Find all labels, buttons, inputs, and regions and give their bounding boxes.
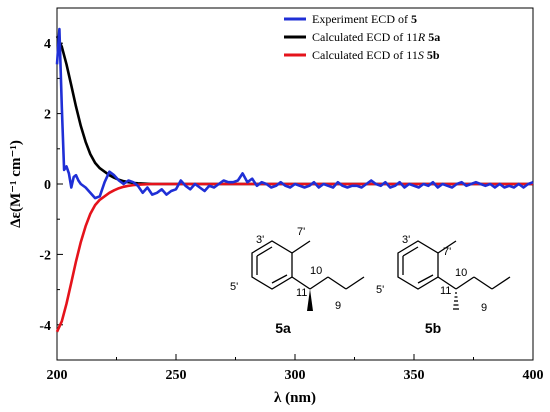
- structure-label-5b: 5b: [425, 320, 441, 336]
- atom-label-5-5b: 5': [376, 284, 384, 296]
- atom-label-9-5a: 9: [335, 300, 341, 312]
- legend: Experiment ECD of 5 Calculated ECD of 11…: [284, 12, 440, 62]
- legend-item-experiment: Experiment ECD of 5: [284, 12, 417, 26]
- series-line-2: [55, 182, 533, 333]
- legend-item-11r: Calculated ECD of 11R 5a: [284, 30, 440, 44]
- atom-label-10-5a: 10: [310, 265, 322, 277]
- structure-label-5a: 5a: [275, 320, 291, 336]
- atom-label-3-5b: 3': [402, 234, 410, 246]
- atom-label-10-5b: 10: [455, 267, 467, 279]
- atom-label-7-5a: 7': [297, 226, 305, 238]
- y-tick-label: 2: [44, 108, 51, 123]
- structure-5a-labels: 3' 7' 5' 11 10 9: [230, 226, 341, 312]
- structure-5b: [397, 240, 511, 310]
- y-axis-ticks: -4 -2 0 2 4: [39, 7, 63, 361]
- benzene-ring-5b: [397, 240, 439, 290]
- benzene-ring-5a: [251, 240, 293, 290]
- methyl-bond-5a: [291, 240, 311, 254]
- structure-5b-labels: 3' 7' 5' 11 10 9: [376, 234, 487, 314]
- legend-label-11s: Calculated ECD of 11S 5b: [312, 48, 440, 62]
- series-line-1: [55, 35, 533, 186]
- x-axis-ticks: 200 250 300 350 400: [47, 354, 544, 383]
- x-tick-label: 250: [166, 368, 187, 383]
- x-tick-label: 200: [47, 368, 68, 383]
- x-tick-label: 300: [285, 368, 306, 383]
- atom-label-7-5b: 7': [443, 246, 451, 258]
- x-tick-label: 350: [404, 368, 425, 383]
- atom-label-11-5b: 11: [440, 285, 451, 297]
- y-tick-label: -2: [39, 248, 51, 263]
- y-tick-label: 0: [44, 178, 51, 193]
- series-line-0: [55, 27, 534, 200]
- methyl-bond-5b: [437, 240, 457, 254]
- structure-5a: [251, 240, 365, 311]
- legend-item-11s: Calculated ECD of 11S 5b: [284, 48, 440, 62]
- x-tick-label: 400: [523, 368, 544, 383]
- hash-bond-5b: [453, 292, 459, 310]
- legend-label-11r: Calculated ECD of 11R 5a: [312, 30, 440, 44]
- y-axis-title: Δε(M⁻¹ cm⁻¹): [8, 140, 24, 228]
- y-tick-label: 4: [44, 37, 51, 52]
- legend-label-experiment: Experiment ECD of 5: [312, 12, 417, 26]
- series-layer: [55, 27, 534, 333]
- atom-label-9-5b: 9: [481, 302, 487, 314]
- x-axis-title: λ (nm): [274, 390, 316, 406]
- wedge-bond-5a: [307, 289, 313, 311]
- atom-label-11-5a: 11: [296, 287, 307, 299]
- atom-label-5-5a: 5': [230, 281, 238, 293]
- y-tick-label: -4: [39, 319, 51, 334]
- atom-label-3-5a: 3': [256, 234, 264, 246]
